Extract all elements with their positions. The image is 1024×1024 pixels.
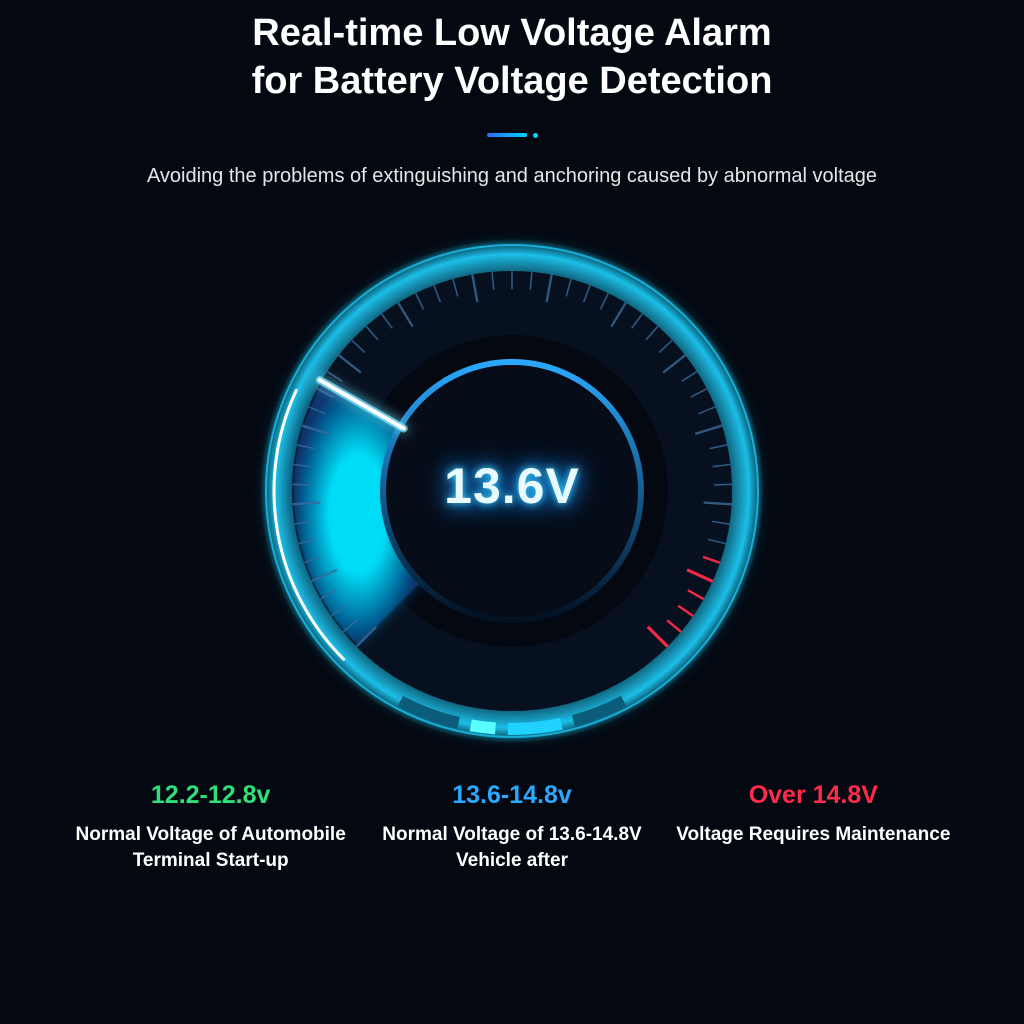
legend-col-normal-running: 13.6-14.8v Normal Voltage of 13.6-14.8V … bbox=[371, 781, 652, 873]
page-title: Real-time Low Voltage Alarm for Battery … bbox=[0, 0, 1024, 105]
gauge-value: 13.6V bbox=[444, 457, 580, 515]
legend: 12.2-12.8v Normal Voltage of Automobile … bbox=[0, 751, 1024, 873]
voltage-gauge: 13.6V bbox=[252, 231, 772, 751]
title-line-1: Real-time Low Voltage Alarm bbox=[252, 12, 771, 54]
legend-desc: Normal Voltage of 13.6-14.8V Vehicle aft… bbox=[371, 822, 652, 873]
legend-desc: Voltage Requires Maintenance bbox=[673, 822, 954, 848]
title-divider bbox=[482, 133, 542, 137]
legend-col-over: Over 14.8V Voltage Requires Maintenance bbox=[673, 781, 954, 873]
title-line-2: for Battery Voltage Detection bbox=[252, 60, 773, 102]
legend-range: 12.2-12.8v bbox=[70, 781, 351, 810]
divider-line bbox=[487, 133, 527, 137]
legend-col-normal-startup: 12.2-12.8v Normal Voltage of Automobile … bbox=[70, 781, 351, 873]
legend-desc: Normal Voltage of Automobile Terminal St… bbox=[70, 822, 351, 873]
legend-range: 13.6-14.8v bbox=[371, 781, 652, 810]
legend-range: Over 14.8V bbox=[673, 781, 954, 810]
page-subtitle: Avoiding the problems of extinguishing a… bbox=[0, 161, 1024, 191]
divider-dot bbox=[533, 133, 538, 138]
